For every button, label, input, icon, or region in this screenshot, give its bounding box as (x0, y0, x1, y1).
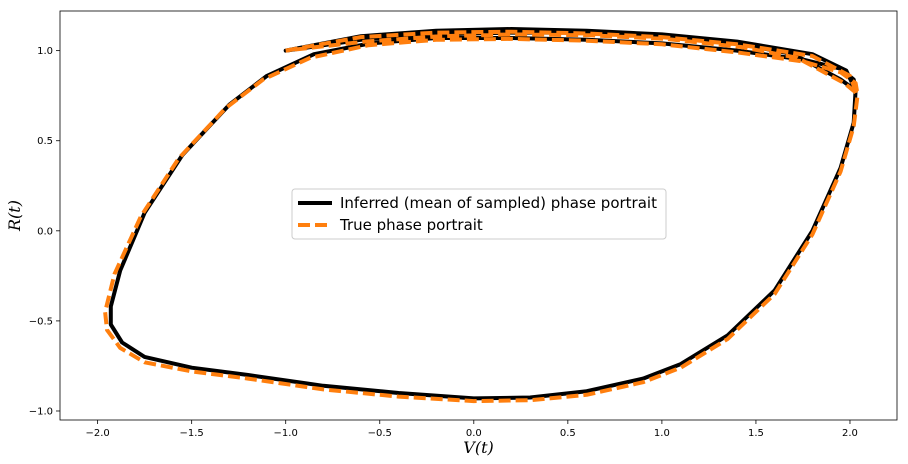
x-axis: −2.0 −1.5 −1.0 −0.5 0.0 0.5 1.0 1.5 2.0 (85, 420, 858, 439)
x-axis-label: V(t) (463, 438, 493, 457)
legend-label-inferred: Inferred (mean of sampled) phase portrai… (340, 194, 657, 212)
x-tick-label: −0.5 (368, 428, 392, 439)
x-tick-label: 1.5 (748, 428, 764, 439)
y-tick-label: 0.5 (37, 136, 53, 147)
x-tick-label: −1.0 (274, 428, 298, 439)
y-axis: −1.0 −0.5 0.0 0.5 1.0 (29, 46, 60, 417)
x-tick-label: 0.0 (466, 428, 482, 439)
x-tick-label: 1.0 (654, 428, 670, 439)
y-tick-label: −1.0 (29, 406, 53, 417)
plot-frame (59, 10, 898, 421)
y-tick-label: 1.0 (37, 46, 53, 57)
x-tick-label: −2.0 (85, 428, 109, 439)
x-tick-label: 2.0 (842, 428, 858, 439)
legend-box (291, 188, 667, 240)
x-tick-label: −1.5 (180, 428, 204, 439)
y-axis-label: R(t) (5, 200, 24, 232)
x-tick-label: 0.5 (560, 428, 576, 439)
legend-label-true: True phase portrait (339, 216, 483, 234)
y-tick-label: 0.0 (37, 226, 53, 237)
series-line-true (103, 29, 860, 404)
series-lines (103, 27, 860, 404)
legend: Inferred (mean of sampled) phase portrai… (291, 188, 667, 240)
y-tick-label: −0.5 (29, 316, 53, 327)
